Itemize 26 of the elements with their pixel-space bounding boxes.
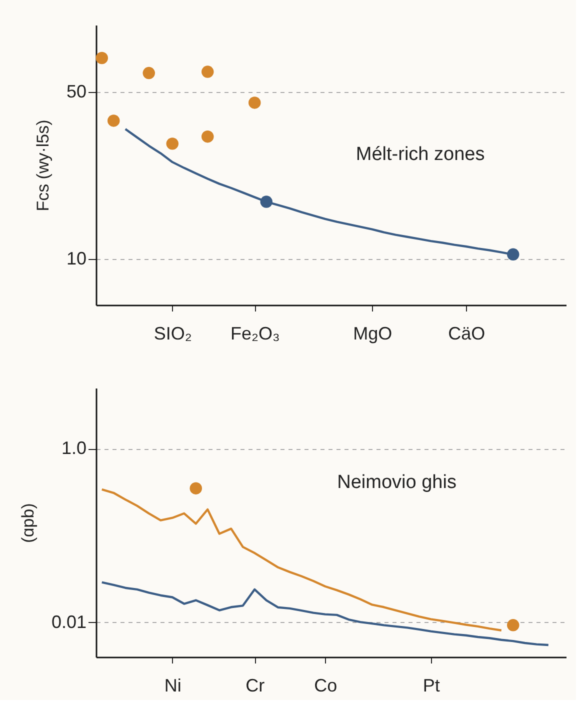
y-tick-label: 50: [66, 81, 86, 102]
point: [166, 138, 178, 150]
x-tick-label: MgO: [353, 324, 392, 344]
y-tick-label: 0.01: [51, 612, 86, 632]
y-tick-label: 10: [66, 248, 86, 269]
point: [507, 248, 520, 261]
line-series: [100, 581, 550, 646]
x-tick-label: Ni: [164, 676, 182, 696]
x-tick-label: Pt: [422, 676, 440, 696]
x-tick-label: CäO: [448, 324, 486, 344]
x-tick-label: Co: [314, 676, 338, 696]
x-tick-label: Fe₂O₃: [230, 324, 280, 344]
point: [142, 66, 155, 80]
y-axis-title: (ɑpb): [18, 503, 38, 543]
point: [96, 52, 108, 64]
x-tick-label: SIO₂: [154, 324, 192, 344]
point: [260, 196, 272, 208]
x-tick-label: Cr: [246, 676, 265, 696]
point: [202, 66, 214, 78]
point: [202, 130, 214, 143]
y-tick-label: 1.0: [61, 438, 86, 458]
y-axis-title: Fcs (wy·l5s): [33, 120, 52, 212]
annotation: Mélt-rich zones: [356, 144, 485, 165]
point: [108, 114, 120, 127]
point: [248, 96, 261, 109]
annotation: Neimovio ghis: [337, 472, 456, 494]
